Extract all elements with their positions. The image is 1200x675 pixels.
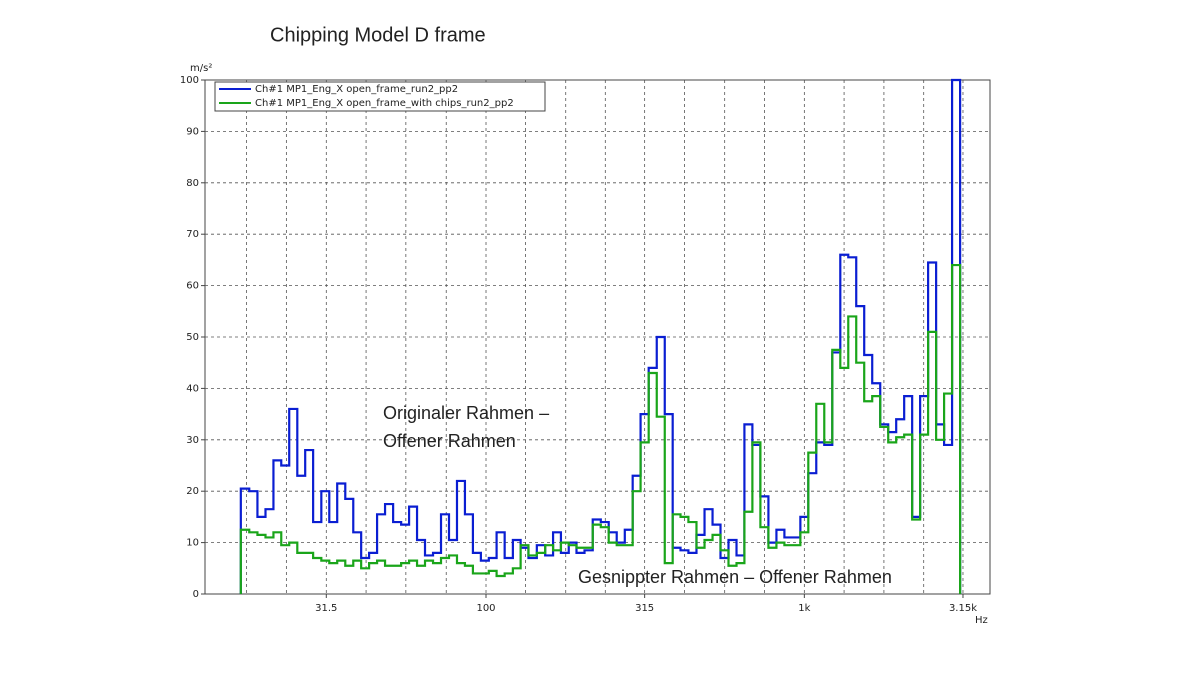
y-unit: m/s²: [190, 63, 212, 74]
y-tick-label: 80: [186, 178, 199, 189]
annotation: Originaler Rahmen –: [383, 403, 549, 423]
annotation: Offener Rahmen: [383, 431, 516, 451]
y-tick-label: 0: [193, 589, 199, 600]
legend-label: Ch#1 MP1_Eng_X open_frame_with chips_run…: [255, 98, 514, 109]
series-line: [239, 263, 962, 594]
y-tick-label: 30: [186, 435, 199, 446]
y-tick-label: 60: [186, 281, 199, 292]
x-tick-label: 315: [635, 603, 654, 614]
x-tick-label: 3.15k: [949, 603, 977, 614]
y-tick-label: 90: [186, 126, 199, 137]
x-tick-label: 31.5: [315, 603, 337, 614]
chart-title: Chipping Model D frame: [270, 24, 486, 46]
annotation: Gesnippter Rahmen – Offener Rahmen: [578, 567, 892, 587]
y-tick-label: 100: [180, 75, 199, 86]
legend-label: Ch#1 MP1_Eng_X open_frame_run2_pp2: [255, 84, 458, 95]
y-tick-label: 70: [186, 229, 199, 240]
x-tick-label: 100: [476, 603, 495, 614]
x-unit: Hz: [975, 615, 988, 626]
x-tick-label: 1k: [798, 603, 810, 614]
legend-box: [214, 81, 546, 112]
y-tick-label: 50: [186, 332, 199, 343]
y-tick-label: 10: [186, 538, 199, 549]
series-line: [239, 78, 962, 594]
y-tick-label: 20: [186, 486, 199, 497]
y-tick-label: 40: [186, 383, 199, 394]
